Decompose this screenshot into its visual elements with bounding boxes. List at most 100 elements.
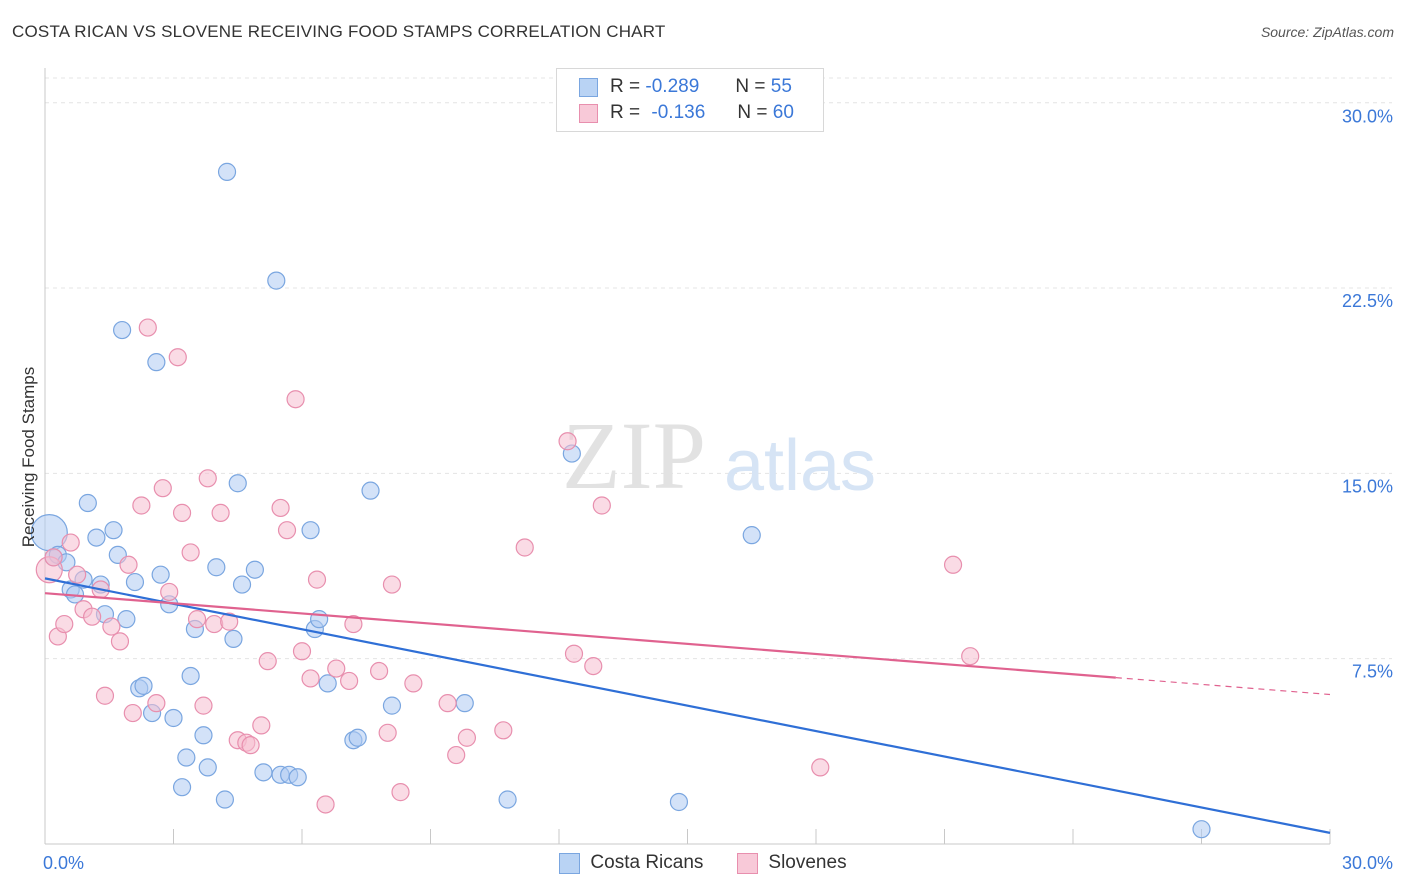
data-point xyxy=(564,644,584,663)
data-point xyxy=(943,555,963,574)
data-point xyxy=(83,607,102,626)
watermark: ZIP atlas xyxy=(562,402,876,509)
data-point xyxy=(316,795,335,814)
data-point xyxy=(194,726,213,745)
trend-line xyxy=(44,592,1116,679)
data-point xyxy=(153,479,172,498)
data-point xyxy=(382,575,402,594)
data-point xyxy=(198,758,217,777)
data-point xyxy=(207,558,226,577)
data-point xyxy=(669,792,689,812)
legend-n-value: 55 xyxy=(770,76,792,97)
data-point xyxy=(1192,820,1211,839)
data-point xyxy=(378,723,397,742)
data-point xyxy=(168,348,187,367)
data-point xyxy=(277,521,297,540)
data-point xyxy=(348,728,367,747)
data-point xyxy=(742,526,761,545)
data-point xyxy=(104,521,123,540)
x-tick-label: 0.0% xyxy=(43,853,84,873)
series-slovenes xyxy=(35,318,980,814)
axis-layer xyxy=(44,68,1331,845)
data-point xyxy=(134,676,153,695)
data-point xyxy=(404,674,423,693)
data-point xyxy=(447,745,466,765)
y-tick-label: 15.0% xyxy=(1342,476,1393,496)
legend-r-value: -0.136 xyxy=(651,102,706,123)
data-point xyxy=(344,614,363,634)
legend-n-value: 60 xyxy=(772,102,794,123)
data-point xyxy=(164,708,183,728)
bottom-legend-swatch-blue xyxy=(559,852,581,874)
data-point xyxy=(301,521,320,540)
legend-row-slovenes: R = -0.136 N = 60 xyxy=(579,101,794,125)
bottom-legend-item-costa-ricans: Costa Ricans xyxy=(559,852,703,874)
data-point xyxy=(102,617,121,636)
data-point xyxy=(110,632,130,651)
x-tick-label: 30.0% xyxy=(1342,853,1393,873)
data-point xyxy=(457,728,477,747)
y-tick-label: 7.5% xyxy=(1352,662,1393,682)
data-point xyxy=(181,543,200,562)
data-point xyxy=(391,783,410,802)
data-point xyxy=(307,570,327,589)
data-point xyxy=(87,528,106,547)
bottom-legend: Costa Ricans Slovenes xyxy=(0,852,1406,874)
data-point xyxy=(147,694,166,713)
data-point xyxy=(194,696,213,715)
data-point xyxy=(241,736,260,755)
data-point xyxy=(151,565,170,584)
data-point xyxy=(205,614,224,634)
trend-layer xyxy=(44,577,1331,834)
legend-n-label: N = xyxy=(735,76,766,97)
legend-r-value: -0.289 xyxy=(645,76,700,97)
data-point xyxy=(119,555,138,574)
data-point xyxy=(172,503,192,522)
data-point xyxy=(327,659,346,678)
data-point xyxy=(271,498,290,518)
data-point xyxy=(112,320,132,340)
bottom-legend-label: Slovenes xyxy=(768,852,847,873)
data-point xyxy=(292,642,312,661)
legend-n-label: N = xyxy=(737,102,768,123)
data-point xyxy=(592,496,611,515)
data-point xyxy=(228,474,247,493)
legend-r-label: R = xyxy=(610,76,641,97)
source-label: Source: ZipAtlas.com xyxy=(1260,24,1394,40)
watermark-zip: ZIP xyxy=(562,402,706,509)
y-tick-label: 30.0% xyxy=(1342,107,1393,127)
data-point xyxy=(95,686,115,705)
trend-line-extension xyxy=(1115,677,1331,696)
data-point xyxy=(61,533,80,552)
data-point xyxy=(117,610,136,629)
y-axis-label: Receiving Food Stamps xyxy=(19,367,38,547)
data-point xyxy=(301,669,320,688)
legend-row-costa-ricans: R = -0.289 N = 55 xyxy=(579,75,792,99)
data-point xyxy=(318,674,337,693)
data-point xyxy=(438,694,457,713)
data-point xyxy=(181,666,200,686)
bottom-legend-item-slovenes: Slovenes xyxy=(737,852,847,874)
data-point xyxy=(455,694,474,713)
data-point xyxy=(55,614,74,634)
data-point xyxy=(220,612,239,631)
data-point xyxy=(123,703,142,723)
data-point xyxy=(584,656,603,676)
bottom-legend-label: Costa Ricans xyxy=(590,852,704,873)
watermark-atlas: atlas xyxy=(724,426,876,506)
data-point xyxy=(340,671,359,691)
data-point xyxy=(68,565,87,584)
data-point xyxy=(232,575,252,594)
data-point xyxy=(310,610,329,629)
data-point xyxy=(370,661,389,681)
data-point xyxy=(515,538,534,557)
data-point xyxy=(217,162,237,181)
data-point xyxy=(78,493,97,513)
data-point xyxy=(132,496,151,515)
legend-swatch-blue xyxy=(579,77,598,97)
series-costa-ricans xyxy=(30,162,1211,839)
data-point xyxy=(245,560,264,579)
data-point xyxy=(160,582,179,602)
labels-layer: 7.5% 15.0% 22.5% 30.0% 0.0% 30.0% xyxy=(43,107,1393,873)
